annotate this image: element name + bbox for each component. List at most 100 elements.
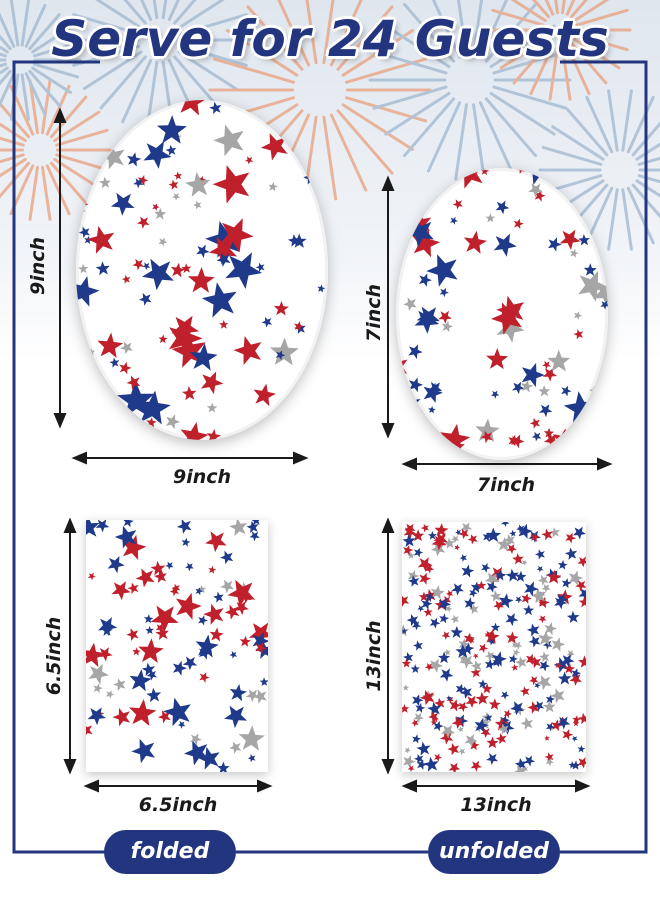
star-decoration: [244, 156, 254, 165]
star-decoration: [553, 657, 569, 673]
star-decoration: [488, 698, 501, 710]
star-decoration: [109, 357, 120, 368]
star-decoration: [154, 570, 167, 583]
star-decoration: [123, 520, 134, 528]
firework-ray: [152, 0, 159, 20]
star-decoration: [516, 524, 525, 534]
star-decoration: [430, 542, 446, 557]
firework-ray: [82, 50, 143, 91]
firework-ray: [637, 174, 660, 184]
star-decoration: [216, 252, 231, 267]
star-decoration: [402, 755, 416, 769]
star-decoration: [440, 724, 456, 739]
firework-ray: [305, 0, 318, 65]
star-decoration: [508, 654, 518, 664]
firework-ray: [575, 33, 629, 52]
star-decoration: [521, 593, 532, 604]
star-decoration: [208, 236, 238, 265]
firework-ray: [177, 0, 226, 30]
star-decoration: [490, 622, 501, 632]
star-decoration: [141, 662, 156, 676]
star-decoration: [420, 523, 429, 533]
star-decoration: [538, 599, 545, 606]
star-decoration: [562, 729, 574, 741]
star-decoration: [500, 691, 510, 700]
star-decoration: [470, 660, 482, 672]
star-decoration: [78, 263, 89, 274]
star-decoration: [534, 189, 546, 202]
firework-ray: [403, 97, 456, 158]
star-decoration: [489, 590, 502, 602]
star-decoration: [402, 684, 410, 691]
star-decoration: [557, 671, 572, 685]
star-decoration: [423, 756, 439, 772]
firework-ray: [0, 122, 27, 143]
star-decoration: [181, 386, 197, 401]
star-decoration: [238, 725, 265, 751]
star-decoration: [512, 381, 525, 395]
star-decoration: [544, 622, 557, 636]
firework-ray: [20, 73, 31, 121]
star-decoration: [513, 641, 523, 650]
firework-ray: [372, 50, 448, 75]
unfolded-napkin-width-label: 13inch: [460, 794, 532, 816]
star-decoration: [404, 747, 411, 754]
star-decoration: [578, 270, 608, 302]
star-decoration: [459, 554, 467, 562]
star-decoration: [455, 529, 462, 536]
star-decoration: [438, 597, 452, 611]
star-decoration: [220, 218, 254, 253]
star-decoration: [497, 537, 512, 552]
star-decoration: [416, 759, 428, 770]
star-decoration: [87, 707, 106, 726]
star-decoration: [573, 329, 584, 340]
star-decoration: [449, 699, 462, 712]
star-decoration: [273, 301, 289, 316]
star-decoration: [138, 292, 152, 306]
folded-napkin: [86, 520, 268, 772]
star-decoration: [129, 669, 152, 692]
star-decoration: [559, 229, 581, 250]
star-decoration: [418, 591, 429, 602]
star-decoration: [538, 385, 551, 397]
firework-ray: [454, 103, 468, 181]
star-decoration: [224, 604, 240, 620]
star-decoration: [146, 670, 157, 681]
firework-ray: [277, 0, 311, 67]
star-decoration: [196, 244, 210, 258]
star-decoration: [268, 181, 278, 192]
star-decoration: [526, 623, 540, 637]
star-decoration: [577, 745, 586, 753]
star-decoration: [206, 402, 218, 413]
star-decoration: [402, 595, 410, 607]
firework-ray: [161, 0, 168, 20]
firework-ray: [173, 0, 197, 25]
star-decoration: [402, 534, 416, 548]
star-decoration: [505, 631, 519, 644]
firework-ray: [637, 156, 660, 166]
star-decoration: [488, 638, 495, 646]
star-decoration: [408, 344, 423, 360]
star-decoration: [227, 579, 256, 608]
star-decoration: [512, 553, 524, 565]
star-decoration: [205, 531, 227, 553]
firework-ray: [329, 0, 363, 67]
firework-ray: [478, 101, 514, 173]
star-decoration: [484, 659, 496, 670]
firework-ray: [45, 84, 71, 136]
star-decoration: [137, 216, 150, 229]
star-decoration: [219, 319, 229, 329]
star-decoration: [213, 591, 224, 603]
folded-napkin-width-label: 6.5inch: [138, 794, 218, 816]
firework-ray: [121, 58, 153, 124]
star-decoration: [465, 695, 479, 708]
star-decoration: [158, 334, 168, 344]
star-decoration: [106, 690, 115, 699]
star-decoration: [97, 332, 124, 358]
star-decoration: [550, 688, 565, 704]
star-decoration: [455, 683, 466, 695]
star-decoration: [249, 531, 260, 542]
star-decoration: [474, 718, 489, 733]
star-decoration: [484, 572, 500, 588]
